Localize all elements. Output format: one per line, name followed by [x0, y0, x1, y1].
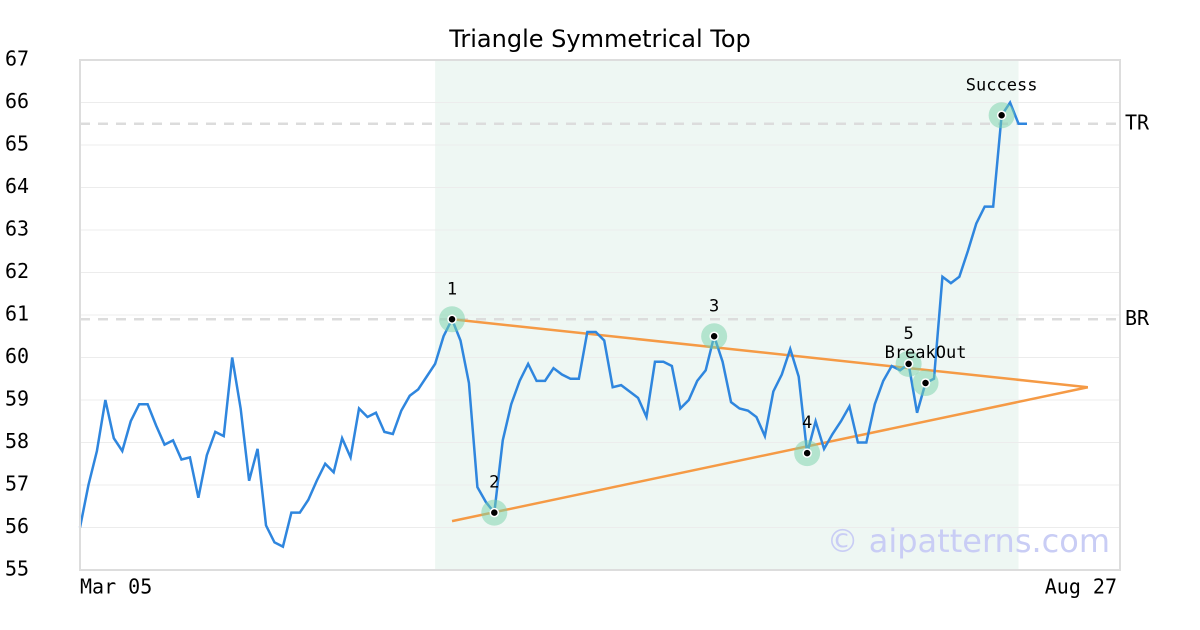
y-tick-label: 56 [5, 514, 29, 538]
point-label: BreakOut [885, 343, 967, 363]
y-tick-label: 66 [5, 89, 29, 113]
y-tick-label: 63 [5, 217, 29, 241]
y-tick-label: 60 [5, 344, 29, 368]
y-tick-label: 58 [5, 429, 29, 453]
y-tick-label: 61 [5, 302, 29, 326]
point-label: 1 [447, 279, 457, 299]
point-label: 4 [802, 413, 812, 433]
point-dot [489, 507, 500, 518]
watermark: © aipatterns.com [827, 522, 1110, 560]
y-tick-label: 59 [5, 387, 29, 411]
point-dot [709, 331, 719, 341]
point-dot [996, 110, 1007, 120]
trendline [451, 318, 1089, 389]
trendline [451, 386, 1089, 523]
y-tick-label: 55 [5, 557, 29, 581]
x-tick-label: Mar 05 [80, 575, 152, 599]
price-line [78, 99, 1027, 549]
x-tick-label: Aug 27 [1045, 575, 1117, 599]
y-tick-label: 67 [5, 47, 29, 71]
y-tick-label: 62 [5, 259, 29, 283]
point-dot [903, 359, 914, 369]
point-label: 3 [709, 296, 719, 316]
point-label: 5 [903, 324, 913, 344]
chart-title: Triangle Symmetrical Top [448, 25, 751, 53]
y-tick-label: 57 [5, 472, 29, 496]
point-label: Success [966, 75, 1038, 95]
y-tick-label: 64 [5, 174, 29, 198]
plot-frame [79, 59, 1121, 571]
point-dot [802, 448, 812, 458]
level-label: TR [1125, 110, 1150, 134]
y-tick-label: 65 [5, 132, 29, 156]
point-dot [920, 378, 931, 388]
level-label: BR [1125, 306, 1150, 330]
point-label: 2 [489, 473, 499, 493]
point-dot [447, 314, 457, 324]
